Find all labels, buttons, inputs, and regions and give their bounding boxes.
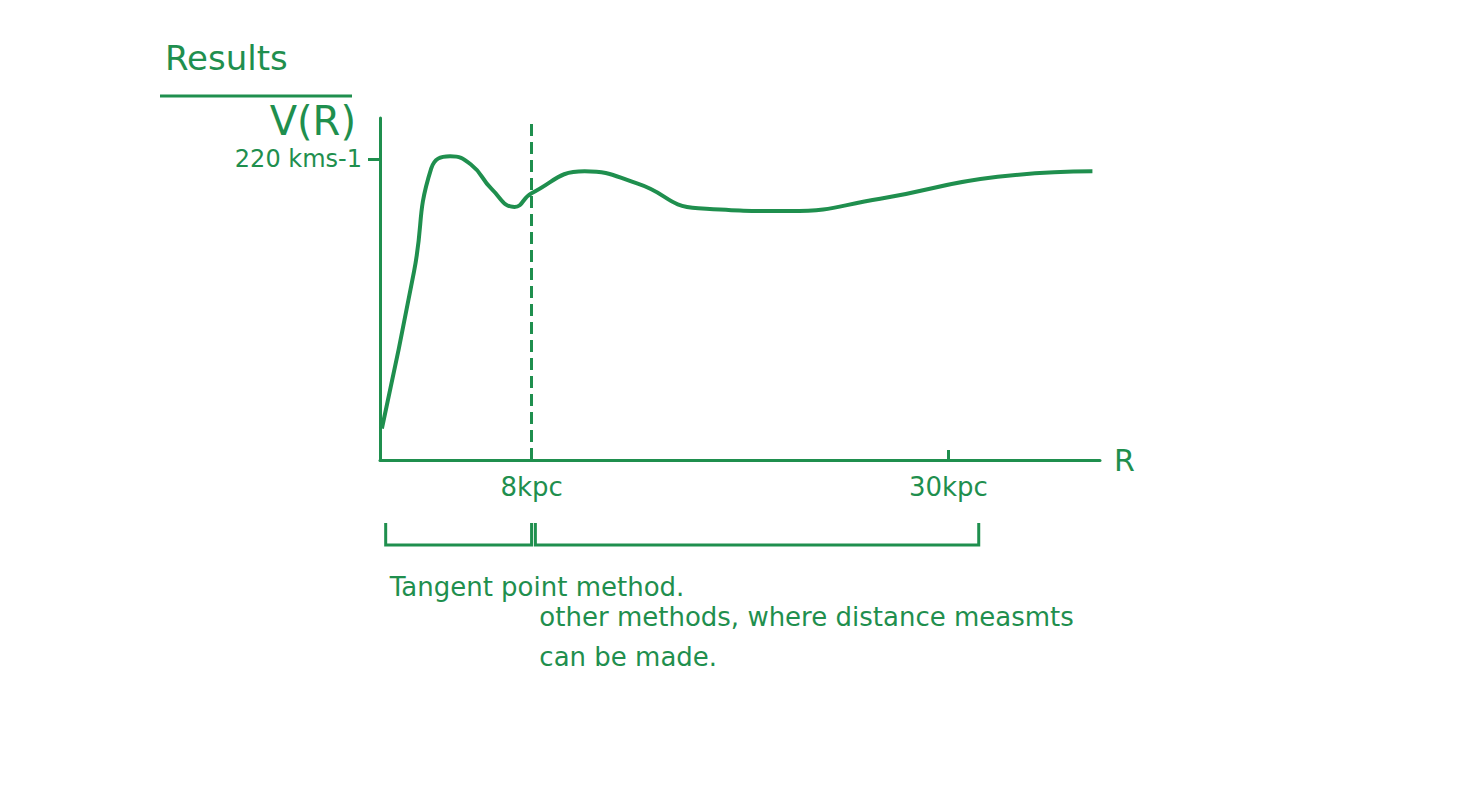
svg-text:can be made.: can be made. xyxy=(539,642,717,672)
svg-text:R: R xyxy=(1114,443,1135,478)
svg-text:30kpc: 30kpc xyxy=(909,472,988,502)
svg-text:Results: Results xyxy=(165,38,288,78)
svg-text:8kpc: 8kpc xyxy=(500,472,562,502)
svg-text:other methods, where distance: other methods, where distance measmts xyxy=(539,602,1082,632)
svg-text:V(R): V(R) xyxy=(270,98,356,144)
svg-text:220 kms-1: 220 kms-1 xyxy=(235,145,362,173)
svg-text:Tangent point method.: Tangent point method. xyxy=(389,572,685,602)
